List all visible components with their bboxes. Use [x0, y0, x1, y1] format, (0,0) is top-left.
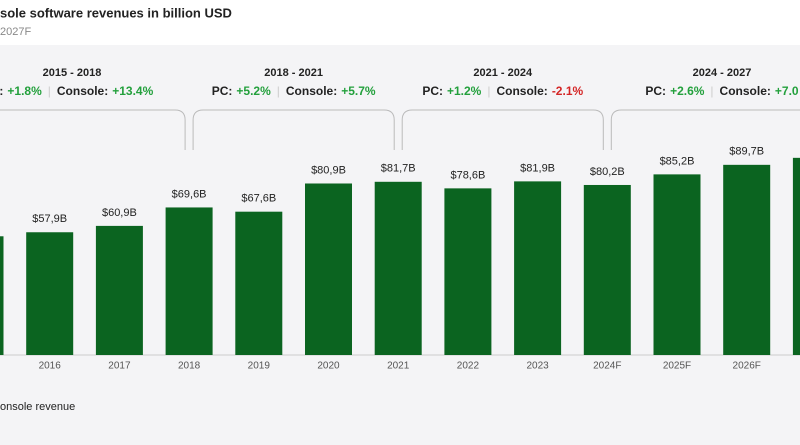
pc-growth: +2.6%: [670, 84, 705, 98]
period-bracket: [401, 109, 604, 150]
bar: [26, 232, 74, 355]
period-growth: PC: +2.6% | Console: +7.0: [645, 84, 799, 98]
separator: |: [48, 84, 51, 98]
console-label: Console:: [496, 84, 547, 98]
period-label: 2018 - 2021: [264, 67, 323, 79]
console-label: Console:: [286, 84, 337, 98]
chart-title: sole software revenues in billion USD: [0, 5, 232, 20]
bar: [95, 225, 143, 355]
value-label: $67,6B: [241, 193, 276, 205]
x-tick-label: 2018: [178, 361, 201, 372]
period-growth: PC: +5.2% | Console: +5.7%: [212, 84, 376, 98]
pc-label: PC:: [645, 84, 666, 98]
console-label: Console:: [57, 84, 108, 98]
bar: [792, 157, 800, 355]
pc-label: PC:: [422, 84, 443, 98]
separator: |: [277, 84, 280, 98]
x-tick-label: 2022: [457, 361, 480, 372]
period-label: 2024 - 2027: [693, 67, 752, 79]
x-tick-label: 2016: [39, 361, 62, 372]
console-growth: +7.0: [775, 84, 799, 98]
x-tick-label: 2024F: [593, 361, 621, 372]
pc-label: C:: [0, 84, 3, 98]
x-tick-label: 2021: [387, 361, 410, 372]
period-bracket: [0, 109, 186, 150]
value-label: $78,6B: [450, 169, 485, 181]
console-growth: -2.1%: [552, 84, 584, 98]
console-label: Console:: [720, 84, 771, 98]
bar: [514, 181, 562, 355]
x-tick-label: 2026F: [733, 361, 761, 372]
chart-subtitle: 2027F: [0, 26, 31, 38]
separator: |: [710, 84, 713, 98]
period-label: 2021 - 2024: [473, 67, 533, 79]
bar: [583, 184, 631, 355]
value-label: $81,7B: [381, 163, 416, 175]
bar: [165, 207, 213, 355]
bar: [723, 164, 771, 355]
x-tick-label: 2019: [248, 361, 271, 372]
value-label: $81,9B: [520, 162, 555, 174]
console-growth: +5.7%: [341, 84, 376, 98]
separator: |: [487, 84, 490, 98]
bar: [0, 236, 4, 355]
period-growth: PC: +1.2% | Console: -2.1%: [422, 84, 583, 98]
pc-growth: +1.2%: [447, 84, 482, 98]
legend-label: onsole revenue: [0, 401, 75, 413]
x-tick-label: 2020: [317, 361, 340, 372]
value-label: $80,9B: [311, 164, 346, 176]
value-label: $57,9B: [32, 213, 67, 225]
bar: [653, 174, 701, 355]
period-bracket: [610, 109, 800, 150]
x-tick-label: 2017: [108, 361, 131, 372]
bar: [444, 188, 492, 355]
value-label: $60,9B: [102, 207, 137, 219]
value-label: $69,6B: [172, 188, 207, 200]
bar: [374, 181, 422, 355]
period-growth: C: +1.8% | Console: +13.4%: [0, 84, 154, 98]
value-label: $80,2B: [590, 166, 625, 178]
period-label: 2015 - 2018: [43, 67, 102, 79]
x-tick-label: 2025F: [663, 361, 691, 372]
pc-growth: +5.2%: [236, 84, 271, 98]
value-label: $89,7B: [729, 146, 764, 158]
pc-label: PC:: [212, 84, 233, 98]
x-tick-label: 2023: [526, 361, 549, 372]
value-label: $85,2B: [660, 155, 695, 167]
pc-growth: +1.8%: [7, 84, 42, 98]
console-growth: +13.4%: [112, 84, 153, 98]
bar: [305, 183, 352, 355]
period-bracket: [192, 109, 395, 150]
bar: [235, 211, 283, 355]
